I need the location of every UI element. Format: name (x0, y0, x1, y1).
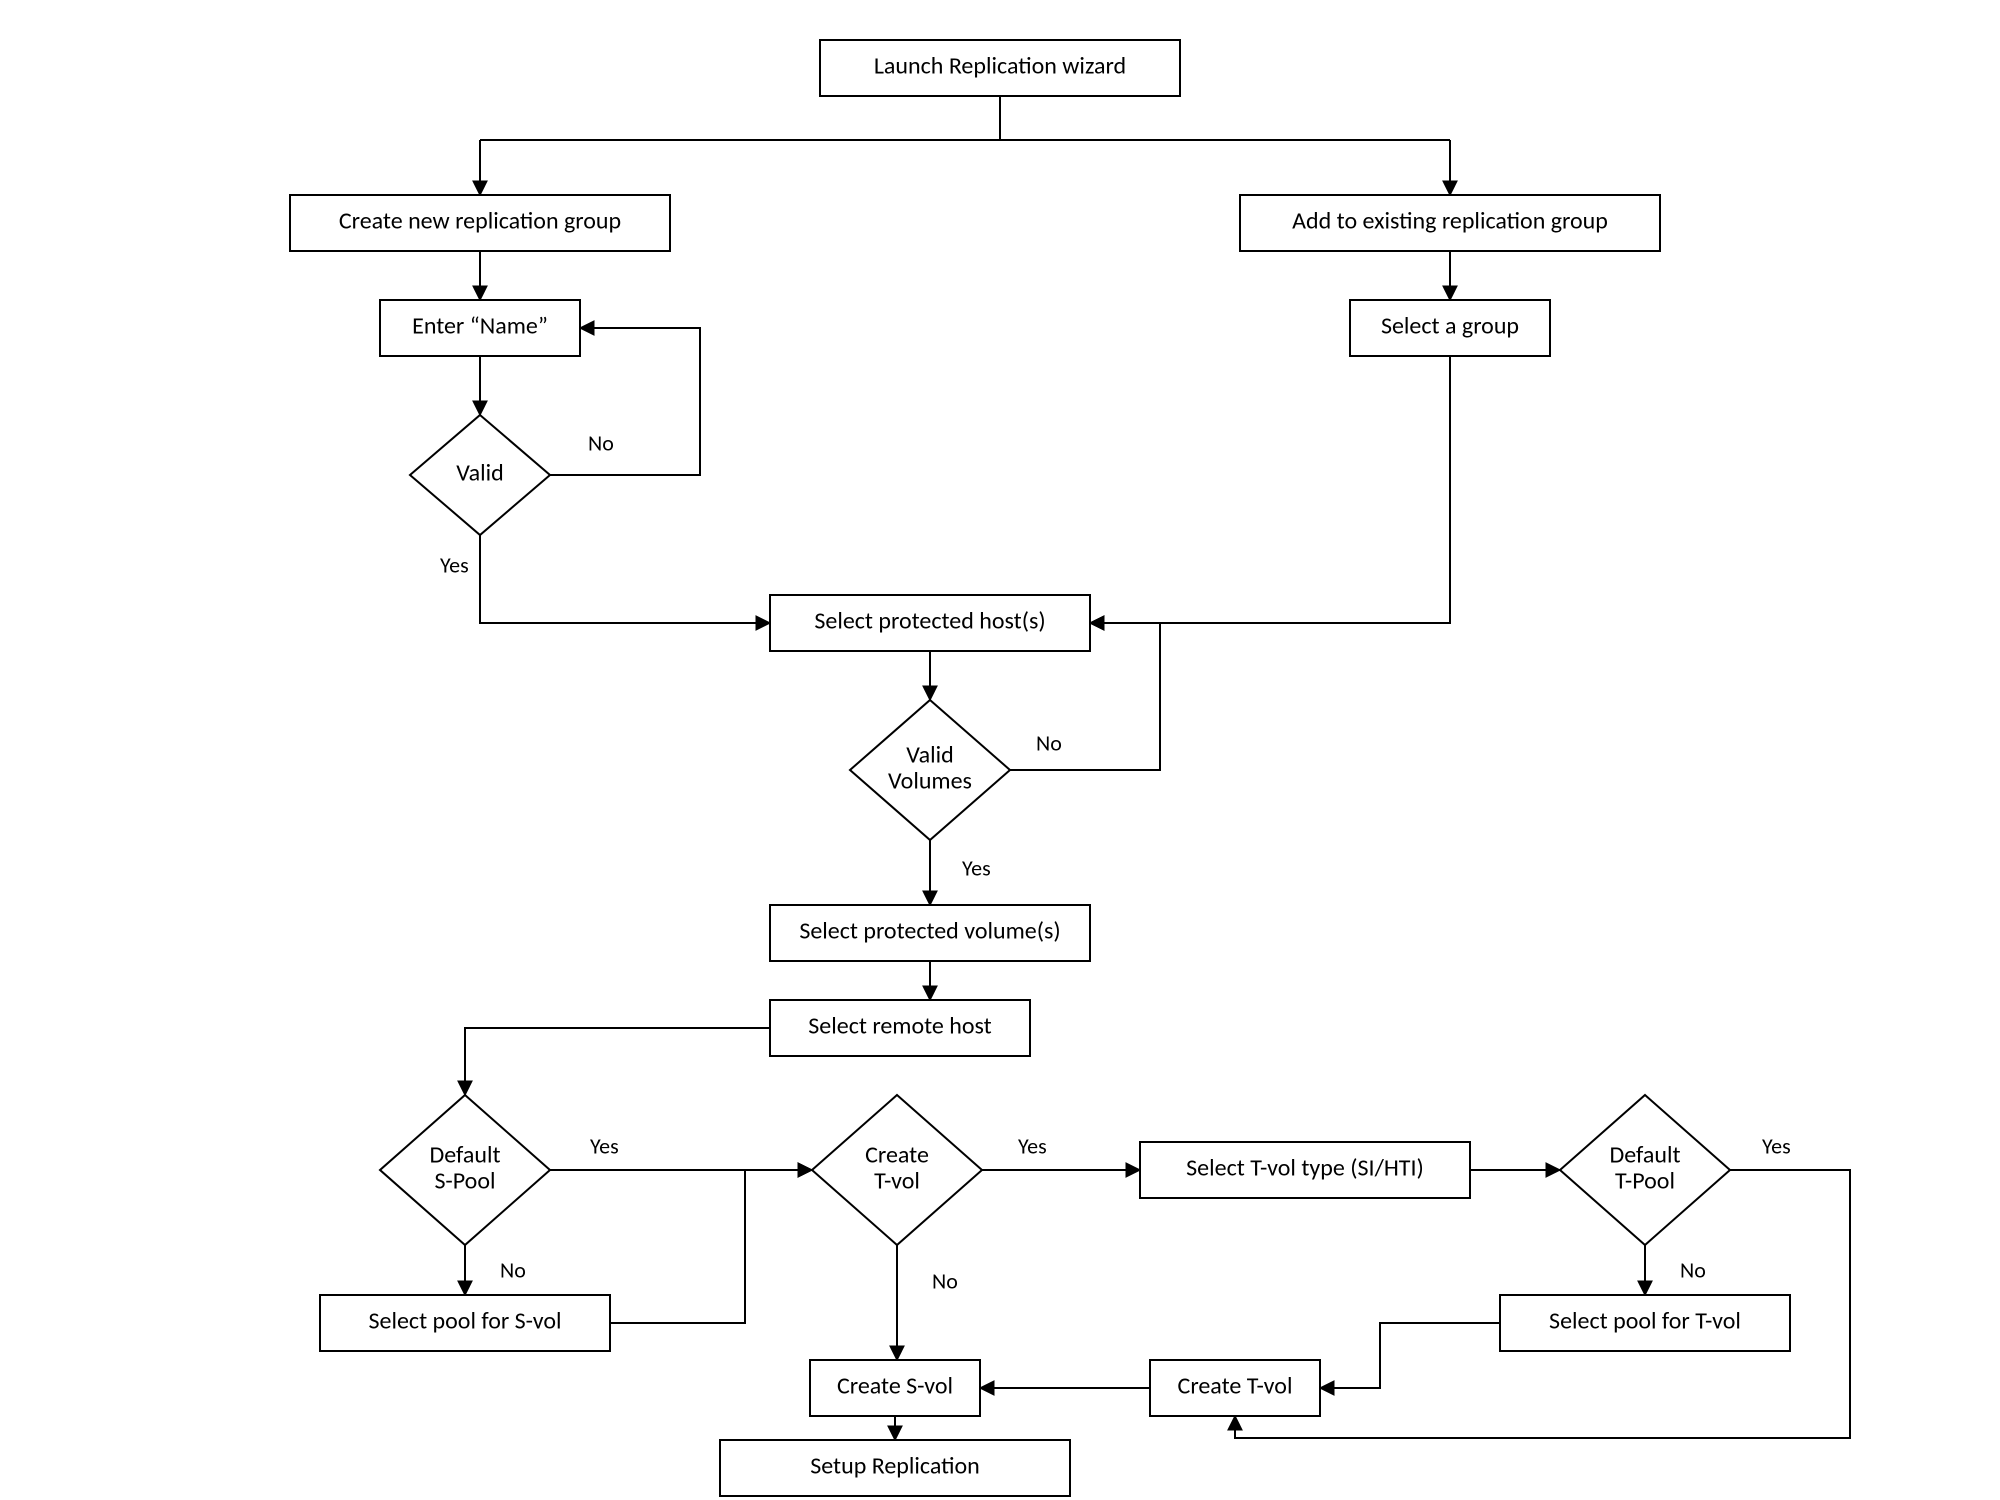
edge-e9 (1090, 356, 1450, 623)
edge-label: Yes (1762, 1132, 1791, 1159)
node-sel_spool: Select pool for S-vol (320, 1295, 610, 1351)
node-sel_vols: Select protected volume(s) (770, 905, 1090, 961)
edge-e23 (1320, 1323, 1500, 1388)
node-sel_tvol_type: Select T-vol type (SI/HTI) (1140, 1142, 1470, 1198)
node-sel_hosts: Select protected host(s) (770, 595, 1090, 651)
node-label: Setup Replication (810, 1452, 980, 1481)
node-def_tpool: DefaultT-Pool (1560, 1095, 1730, 1245)
node-label: Volumes (888, 767, 972, 796)
edge-label: No (932, 1267, 958, 1294)
node-setup_rep: Setup Replication (720, 1440, 1070, 1496)
edge-label: No (1680, 1256, 1706, 1283)
node-label: Enter “Name” (412, 312, 548, 341)
node-label: Select T-vol type (SI/HTI) (1186, 1154, 1424, 1183)
node-sel_remote: Select remote host (770, 1000, 1030, 1056)
node-sel_tpool: Select pool for T-vol (1500, 1295, 1790, 1351)
node-add_grp: Add to existing replication group (1240, 195, 1660, 251)
node-label: Add to existing replication group (1292, 207, 1608, 236)
node-launch: Launch Replication wizard (820, 40, 1180, 96)
edge-label: Yes (1018, 1132, 1047, 1159)
node-label: Create S-vol (837, 1372, 953, 1401)
edge-e8 (480, 535, 770, 623)
edge-label: No (588, 429, 614, 456)
edge-label: No (1036, 729, 1062, 756)
node-label: Select a group (1381, 312, 1519, 341)
node-label: Valid (906, 741, 953, 770)
node-label: Default (429, 1141, 500, 1170)
edge-label: No (500, 1256, 526, 1283)
edge-e17 (610, 1170, 812, 1323)
node-label: S-Pool (434, 1167, 495, 1196)
node-label: T-Pool (1615, 1167, 1675, 1196)
node-create_grp: Create new replication group (290, 195, 670, 251)
edge-label: Yes (590, 1132, 619, 1159)
node-label: Create new replication group (339, 207, 621, 236)
flowchart-canvas: No Yes No Yes Yes No Yes No Yes No Launch Replica… (0, 0, 2000, 1500)
edge-e14 (465, 1028, 770, 1095)
node-enter_name: Enter “Name” (380, 300, 580, 356)
node-label: Valid (456, 459, 503, 488)
node-select_group: Select a group (1350, 300, 1550, 356)
node-def_spool: DefaultS-Pool (380, 1095, 550, 1245)
node-create_tvol_d: CreateT-vol (812, 1095, 982, 1245)
node-label: Select pool for T-vol (1549, 1307, 1741, 1336)
node-label: T-vol (874, 1167, 920, 1196)
node-label: Select pool for S-vol (369, 1307, 562, 1336)
node-valid_vol: ValidVolumes (850, 700, 1010, 840)
node-label: Default (1609, 1141, 1680, 1170)
node-label: Launch Replication wizard (874, 52, 1126, 81)
edge-label: Yes (440, 551, 469, 578)
node-label: Select protected volume(s) (799, 917, 1060, 946)
node-create_svol: Create S-vol (810, 1360, 980, 1416)
edge-label: Yes (962, 854, 991, 881)
node-label: Select protected host(s) (814, 607, 1045, 636)
node-label: Create T-vol (1178, 1372, 1293, 1401)
node-valid: Valid (410, 415, 550, 535)
node-create_tvol_b: Create T-vol (1150, 1360, 1320, 1416)
node-label: Select remote host (808, 1012, 991, 1041)
node-label: Create (865, 1141, 929, 1170)
